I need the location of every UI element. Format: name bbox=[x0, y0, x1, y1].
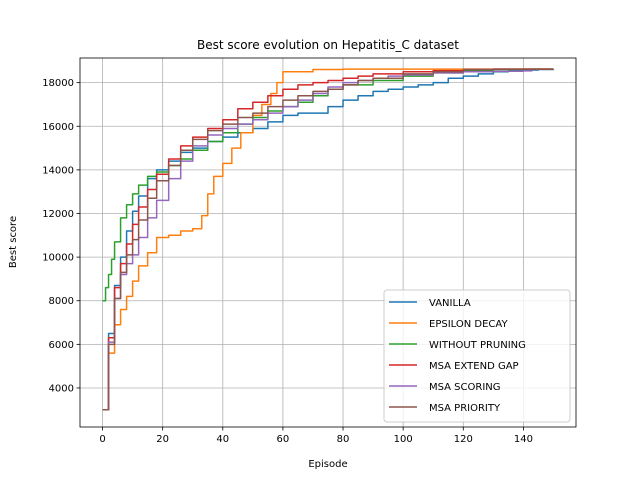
x-axis-label: Episode bbox=[308, 459, 347, 470]
x-tick-label: 20 bbox=[156, 434, 169, 445]
x-tick-label: 140 bbox=[514, 434, 533, 445]
y-tick-label: 16000 bbox=[42, 122, 74, 133]
x-tick-label: 120 bbox=[454, 434, 473, 445]
y-tick-label: 6000 bbox=[49, 340, 74, 351]
legend-entry: VANILLA bbox=[429, 298, 471, 309]
legend-entry: WITHOUT PRUNING bbox=[429, 340, 526, 351]
series-layer bbox=[102, 68, 555, 411]
x-tick-label: 100 bbox=[394, 434, 413, 445]
legend-box bbox=[383, 289, 571, 423]
x-tick-label: 60 bbox=[277, 434, 290, 445]
axis-ticks: 0 20 40 60 80 100 120 140 4000 6000 8000 10000 12000… bbox=[42, 78, 533, 445]
y-axis-label: Best score bbox=[8, 216, 19, 268]
y-tick-label: 18000 bbox=[42, 78, 74, 89]
chart-title: Best score evolution on Hepatitis_C data… bbox=[197, 38, 459, 52]
series-line-without-pruning bbox=[102, 68, 554, 302]
y-tick-label: 8000 bbox=[49, 296, 74, 307]
x-tick-label: 0 bbox=[99, 434, 105, 445]
series-line-epsilon-decay bbox=[102, 68, 554, 411]
plot-frame bbox=[79, 57, 577, 428]
y-tick-label: 10000 bbox=[42, 253, 74, 264]
series-line-msa-extend-gap bbox=[102, 68, 554, 411]
legend: VANILLA EPSILON DECAY WITHOUT PRUNING MSA E… bbox=[383, 289, 571, 423]
series-line-msa-priority bbox=[102, 68, 554, 411]
x-tick-label: 40 bbox=[216, 434, 229, 445]
legend-entry: EPSILON DECAY bbox=[429, 319, 508, 330]
legend-entry: MSA EXTEND GAP bbox=[429, 361, 519, 372]
legend-entry: MSA SCORING bbox=[429, 382, 501, 393]
y-tick-label: 14000 bbox=[42, 165, 74, 176]
legend-entry: MSA PRIORITY bbox=[429, 403, 501, 414]
y-tick-label: 12000 bbox=[42, 209, 74, 220]
series-line-vanilla bbox=[102, 68, 555, 411]
x-tick-label: 80 bbox=[337, 434, 350, 445]
y-tick-label: 4000 bbox=[49, 383, 74, 394]
